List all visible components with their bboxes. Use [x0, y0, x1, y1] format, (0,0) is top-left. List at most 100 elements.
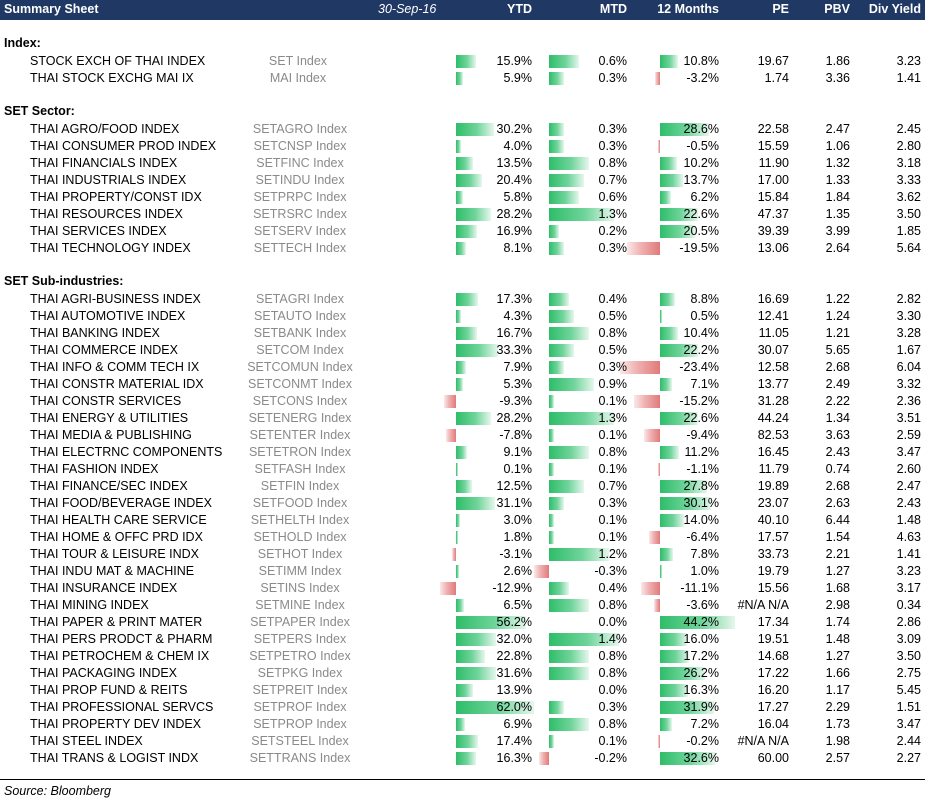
sheet-title: Summary Sheet	[4, 2, 99, 16]
ytd-bar	[456, 242, 467, 255]
ytd-value: 28.2%	[496, 411, 532, 425]
ytd-value: 7.9%	[503, 360, 533, 374]
index-name: THAI TRANS & LOGIST INDX	[30, 751, 199, 765]
ytd-value: 17.3%	[496, 292, 532, 306]
pe-value: 14.68	[757, 649, 789, 663]
ytd-bar	[456, 497, 495, 510]
index-name: THAI AGRI-BUSINESS INDEX	[30, 292, 201, 306]
ytd-bar	[456, 752, 477, 765]
ytd-bar	[456, 174, 482, 187]
pe-value: 17.00	[757, 173, 789, 187]
mtd-value: 0.7%	[598, 479, 628, 493]
div-yield-value: 3.23	[896, 54, 921, 68]
section-label: Index:	[4, 36, 41, 50]
table-row: THAI TRANS & LOGIST INDX SETTRANS Index 16…	[0, 750, 925, 767]
index-name: THAI BANKING INDEX	[30, 326, 160, 340]
mtd-bar	[549, 55, 579, 68]
m12-bar	[660, 378, 673, 391]
table-row: THAI AGRI-BUSINESS INDEX SETAGRI Index 17.…	[0, 291, 925, 308]
ytd-value: 12.5%	[496, 479, 532, 493]
ytd-value: 3.0%	[503, 513, 533, 527]
div-yield-value: 2.59	[896, 428, 921, 442]
mtd-value: 0.2%	[598, 224, 628, 238]
pbv-value: 1.27	[825, 649, 850, 663]
m12-bar	[660, 480, 708, 493]
twelve-month-value: 30.1%	[683, 496, 719, 510]
mtd-bar	[549, 582, 569, 595]
div-yield-value: 2.44	[896, 734, 921, 748]
table-row: THAI CONSTR MATERIAL IDX SETCONMT Index 5.…	[0, 376, 925, 393]
mtd-bar	[539, 752, 549, 765]
mtd-value: 0.1%	[598, 394, 628, 408]
pe-value: 1.74	[764, 71, 789, 85]
ticker: SETINDU Index	[255, 173, 345, 187]
table-row: THAI BANKING INDEX SETBANK Index 16.7% 0.8%…	[0, 325, 925, 342]
mtd-bar	[549, 310, 574, 323]
ytd-bar	[456, 123, 494, 136]
ytd-value: 6.9%	[503, 717, 533, 731]
ytd-bar	[456, 599, 465, 612]
ytd-value: 28.2%	[496, 207, 532, 221]
table-row: THAI MEDIA & PUBLISHING SETENTER Index -7.…	[0, 427, 925, 444]
mtd-bar	[534, 565, 549, 578]
pbv-value: 1.54	[825, 530, 850, 544]
pbv-value: 2.68	[825, 479, 850, 493]
ticker: SETPERS Index	[253, 632, 347, 646]
index-name: THAI ELECTRNC COMPONENTS	[30, 445, 223, 459]
ticker: SETMINE Index	[255, 598, 345, 612]
index-name: THAI ENERGY & UTILITIES	[30, 411, 189, 425]
summary-header: Summary Sheet 30-Sep-16 YTD MTD 12 Month…	[0, 0, 925, 20]
index-name: THAI HEALTH CARE SERVICE	[30, 513, 207, 527]
mtd-bar	[549, 242, 564, 255]
ytd-value: 33.3%	[496, 343, 532, 357]
twelve-month-value: -3.6%	[686, 598, 719, 612]
index-name: THAI PROPERTY/CONST IDX	[30, 190, 202, 204]
ticker: SETPREIT Index	[252, 683, 348, 697]
div-yield-value: 2.36	[896, 394, 921, 408]
pe-value: 17.57	[757, 530, 789, 544]
ticker: SETRSRC Index	[253, 207, 347, 221]
m12-bar	[626, 242, 660, 255]
pbv-value: 2.47	[825, 122, 850, 136]
ytd-bar	[456, 344, 498, 357]
index-name: THAI SERVICES INDEX	[30, 224, 167, 238]
ytd-value: 62.0%	[496, 700, 532, 714]
pbv-value: 1.22	[825, 292, 850, 306]
pe-value: #N/A N/A	[737, 598, 789, 612]
ytd-bar	[456, 735, 478, 748]
ticker: SETSTEEL Index	[251, 734, 349, 748]
ticker: SETPROP Index	[253, 717, 347, 731]
ytd-value: 4.0%	[503, 139, 533, 153]
index-name: THAI PROFESSIONAL SERVCS	[30, 700, 214, 714]
twelve-month-value: 10.2%	[683, 156, 719, 170]
m12-bar	[660, 157, 678, 170]
ticker: SETSERV Index	[253, 224, 347, 238]
pbv-value: 1.24	[825, 309, 850, 323]
col-header-div-yield: Div Yield	[868, 2, 921, 16]
mtd-bar	[549, 123, 564, 136]
mtd-value: 0.3%	[598, 360, 628, 374]
pe-value: #N/A N/A	[737, 734, 789, 748]
ticker: SETBANK Index	[253, 326, 347, 340]
twelve-month-value: 7.8%	[690, 547, 720, 561]
ytd-bar	[456, 157, 473, 170]
ytd-value: 0.1%	[503, 462, 533, 476]
mtd-value: 0.3%	[598, 496, 628, 510]
table-row: THAI INSURANCE INDEX SETINS Index -12.9% 0.…	[0, 580, 925, 597]
ticker: SETAGRO Index	[252, 122, 348, 136]
ytd-bar	[456, 480, 472, 493]
ticker: SETPROF Index	[253, 700, 347, 714]
mtd-bar	[549, 72, 564, 85]
ytd-value: -7.8%	[499, 428, 532, 442]
mtd-value: 0.1%	[598, 734, 628, 748]
index-name: THAI RESOURCES INDEX	[30, 207, 183, 221]
ytd-bar	[456, 616, 527, 629]
pe-value: 16.04	[757, 717, 789, 731]
pe-value: 30.07	[757, 343, 789, 357]
m12-bar	[660, 616, 736, 629]
ticker: SETCOMUN Index	[247, 360, 353, 374]
m12-bar	[660, 446, 680, 459]
mtd-value: 0.6%	[598, 190, 628, 204]
col-header-12m: 12 Months	[657, 2, 719, 16]
pbv-value: 1.98	[825, 734, 850, 748]
